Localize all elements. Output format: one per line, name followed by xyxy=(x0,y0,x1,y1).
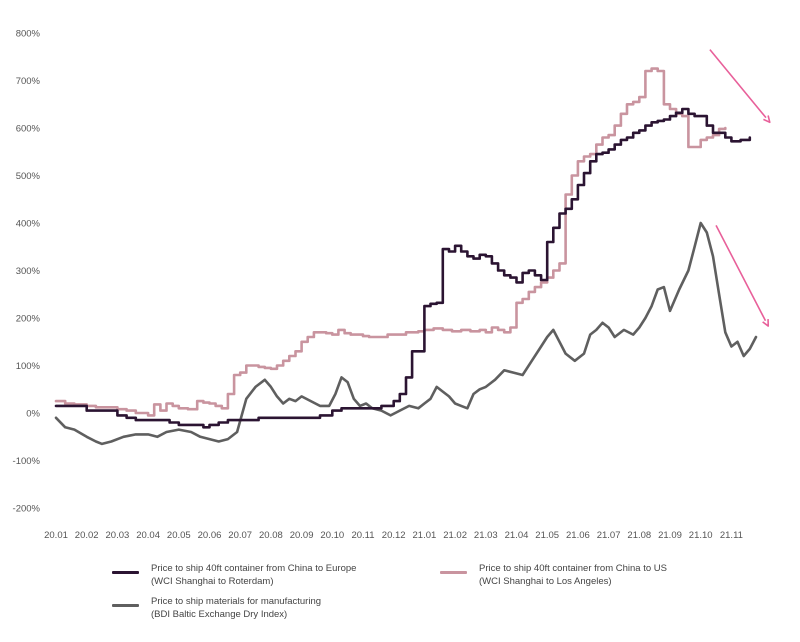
series-layer xyxy=(54,67,758,446)
x-tick-label: 20.12 xyxy=(382,530,406,541)
x-tick-label: 20.07 xyxy=(228,530,252,541)
x-tick-label: 21.06 xyxy=(566,530,590,541)
y-tick-label: 500% xyxy=(16,171,41,182)
x-tick-label: 20.06 xyxy=(198,530,222,541)
x-tick-label: 21.08 xyxy=(627,530,651,541)
series-line-us xyxy=(54,67,727,417)
x-tick-label: 20.05 xyxy=(167,530,191,541)
y-tick-label: 300% xyxy=(16,266,41,277)
x-tick-label: 21.07 xyxy=(597,530,621,541)
x-tick-label: 21.02 xyxy=(443,530,467,541)
y-tick-label: 100% xyxy=(16,361,41,372)
y-axis: -200% -100% 0% 100% 200% 300% 400% 500% 600% 700%… xyxy=(13,29,41,515)
x-tick-label: 20.03 xyxy=(106,530,130,541)
x-tick-label: 20.08 xyxy=(259,530,283,541)
trend-arrow-1 xyxy=(709,49,771,124)
y-tick-label: 200% xyxy=(16,314,41,325)
trend-arrow-shaft xyxy=(709,49,767,119)
y-tick-label: 800% xyxy=(16,29,41,40)
x-tick-label: 20.01 xyxy=(44,530,68,541)
x-tick-label: 20.09 xyxy=(290,530,314,541)
y-tick-label: -200% xyxy=(13,504,41,515)
y-tick-label: 400% xyxy=(16,219,41,230)
trend-arrow-head xyxy=(762,319,770,327)
x-tick-label: 20.04 xyxy=(136,530,160,541)
x-tick-label: 21.09 xyxy=(658,530,682,541)
x-tick-label: 21.03 xyxy=(474,530,498,541)
x-tick-label: 21.04 xyxy=(505,530,529,541)
x-tick-label: 20.10 xyxy=(320,530,344,541)
x-tick-label: 20.11 xyxy=(351,530,374,541)
series-line-europe xyxy=(54,107,752,429)
annotation-layer xyxy=(709,49,771,327)
trend-arrow-shaft xyxy=(715,225,767,322)
x-tick-label: 21.05 xyxy=(535,530,559,541)
series-line-bdi xyxy=(54,221,758,446)
x-axis: 20.01 20.02 20.03 20.04 20.05 20.06 20.07 20.08… xyxy=(44,530,743,541)
trend-arrow-2 xyxy=(715,225,770,327)
y-tick-label: 600% xyxy=(16,124,41,135)
y-tick-label: 700% xyxy=(16,76,41,87)
y-tick-label: -100% xyxy=(13,456,41,467)
y-tick-label: 0% xyxy=(26,409,40,420)
trend-arrow-head xyxy=(763,115,771,124)
x-tick-label: 21.11 xyxy=(720,530,743,541)
x-tick-label: 21.10 xyxy=(689,530,713,541)
x-tick-label: 20.02 xyxy=(75,530,99,541)
x-tick-label: 21.01 xyxy=(413,530,437,541)
